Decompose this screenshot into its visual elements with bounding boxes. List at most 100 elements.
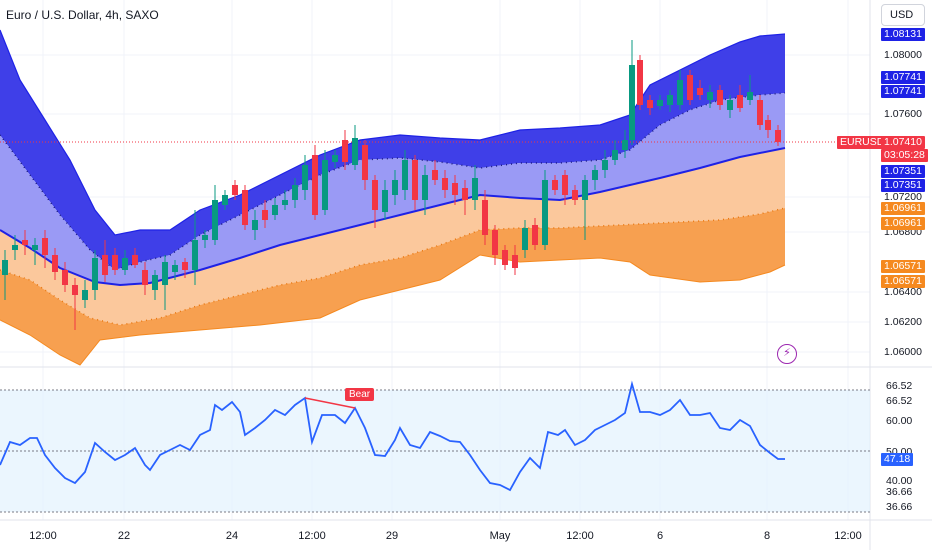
candle-body [562, 175, 568, 195]
candle-body [512, 255, 518, 268]
price-label: 1.08000 [884, 49, 922, 61]
candle-body [72, 285, 78, 295]
candle-body [92, 258, 98, 290]
candle-body [362, 145, 368, 180]
candle-body [22, 240, 28, 245]
rsi-line [0, 380, 785, 492]
candle-body [737, 95, 743, 108]
lowest-band-line [0, 254, 786, 366]
candle-body [202, 235, 208, 240]
lower-band-area [0, 148, 785, 325]
candle-body [667, 95, 673, 105]
candle-body [592, 170, 598, 180]
candle-body [765, 120, 771, 130]
indicator-label: 36.66 [886, 486, 913, 498]
candle-body [542, 180, 548, 245]
candle-body [602, 160, 608, 170]
price-label: 1.07200 [884, 191, 922, 203]
candle-body [42, 238, 48, 255]
candle-body [482, 200, 488, 235]
candle-body [122, 258, 128, 270]
candle-body [192, 240, 198, 270]
candle-body [292, 185, 298, 200]
candle-body [522, 228, 528, 250]
candle-body [697, 88, 703, 95]
price-tag-lowest: 1.06571 [881, 275, 925, 288]
candle-body [102, 255, 108, 275]
candle-body [332, 155, 338, 162]
candle-body [232, 185, 238, 195]
candle-body [2, 260, 8, 275]
time-label: 6 [656, 530, 664, 542]
candle-body [492, 230, 498, 255]
time-label: 12:00 [834, 530, 862, 542]
candle-body [222, 195, 228, 205]
candle-body [452, 183, 458, 195]
candle-body [637, 60, 643, 105]
mid-band-line [0, 92, 786, 271]
price-tag-mid: 1.07351 [881, 179, 925, 192]
candle-body [152, 275, 158, 290]
indicator-label: 66.52 [886, 380, 913, 392]
time-label: 12:00 [298, 530, 326, 542]
price-tag-upper: 1.08131 [881, 28, 925, 41]
candle-body [262, 210, 268, 220]
candle-body [172, 265, 178, 272]
candle-body [272, 205, 278, 215]
candle-body [32, 245, 38, 250]
candle-body [182, 262, 188, 270]
candle-body [112, 255, 118, 270]
lightning-icon[interactable]: ⚡ [777, 344, 797, 364]
candle-body [502, 250, 508, 265]
indicator-label: 36.66 [886, 501, 913, 513]
candle-body [472, 178, 478, 200]
time-label: 24 [225, 530, 239, 542]
candle-body [612, 150, 618, 160]
candle-body [727, 100, 733, 110]
candle-body [352, 138, 358, 165]
candle-body [62, 270, 68, 285]
candle-body [82, 290, 88, 300]
candle-body [677, 80, 683, 105]
rsi-value-tag: 47.18 [881, 453, 914, 466]
candle-body [162, 262, 168, 285]
candle-body [52, 255, 58, 272]
indicator-label: 60.00 [886, 415, 913, 427]
upper-band-area [0, 30, 785, 270]
candle-body [322, 160, 328, 210]
candle-body [747, 92, 753, 100]
lowest-band-area [0, 208, 785, 365]
basis-line [0, 147, 786, 287]
time-label: 12:00 [29, 530, 57, 542]
indicator-label: 66.52 [886, 395, 913, 407]
candle-body [432, 170, 438, 180]
candle-body [342, 140, 348, 162]
time-label: 12:00 [566, 530, 594, 542]
candle-body [687, 75, 693, 100]
candle-body [132, 255, 138, 265]
candle-body [302, 165, 308, 190]
time-label: 22 [117, 530, 131, 542]
candle-body [442, 178, 448, 190]
price-tag-upper: 1.07741 [881, 85, 925, 98]
symbol-tag: EURUSD [837, 136, 888, 149]
price-label: 1.06200 [884, 316, 922, 328]
candle-body [382, 190, 388, 212]
candle-body [12, 245, 18, 250]
upper-band-line [0, 29, 786, 236]
candle-body [647, 100, 653, 108]
candle-body [142, 270, 148, 285]
candle-body [657, 100, 663, 106]
time-label: 8 [763, 530, 771, 542]
price-label: 1.06000 [884, 346, 922, 358]
candle-body [392, 180, 398, 195]
candle-body [462, 188, 468, 200]
candle-body [622, 140, 628, 150]
candle-body [717, 90, 723, 105]
candle-body [757, 100, 763, 125]
bear-divergence-line [304, 397, 356, 409]
currency-button[interactable]: USD [881, 4, 925, 26]
candle-body [412, 160, 418, 200]
price-label: 1.06400 [884, 286, 922, 298]
